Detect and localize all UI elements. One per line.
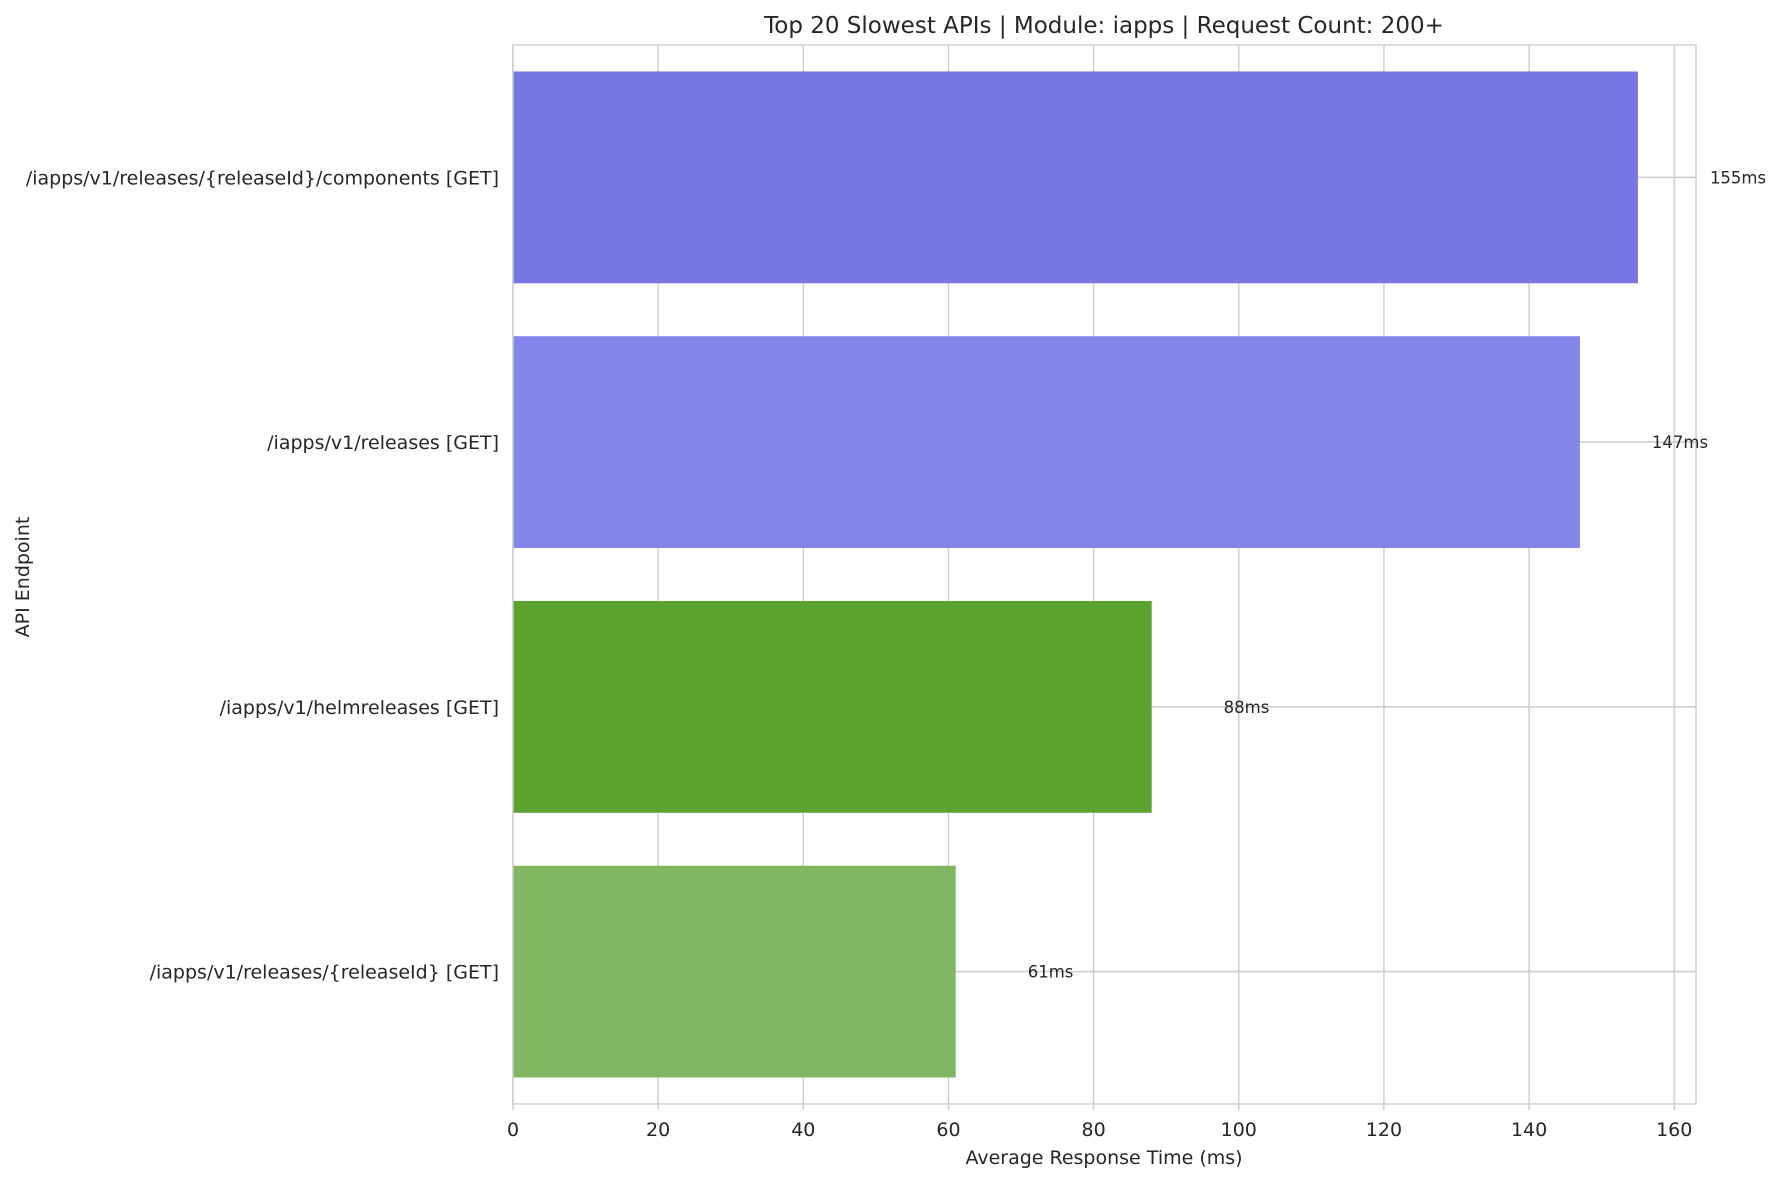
bar [513,600,1152,813]
x-tick-label: 60 [936,1119,960,1141]
x-tick-label: 120 [1366,1119,1402,1141]
bars [513,71,1638,1078]
x-tick-label: 20 [646,1119,670,1141]
bar-value-label: 61ms [1028,963,1074,982]
bar [513,865,956,1078]
x-tick-label: 160 [1656,1119,1692,1141]
bar-value-label: 88ms [1224,698,1270,717]
y-tick-label: /iapps/v1/releases/{releaseId}/component… [26,167,499,189]
x-tick-label: 0 [507,1119,519,1141]
y-tick-label: /iapps/v1/releases [GET] [267,432,499,454]
y-tick-label: /iapps/v1/releases/{releaseId} [GET] [150,962,499,984]
plot-frame [512,44,1697,1110]
bar-value-label: 147ms [1652,433,1708,452]
x-tick-label: 100 [1221,1119,1257,1141]
bar [513,336,1580,549]
plot-border [512,44,1697,1105]
bar [513,71,1638,284]
y-axis-label: API Endpoint [12,517,34,638]
x-tick-label: 80 [1082,1119,1106,1141]
chart-title: Top 20 Slowest APIs | Module: iapps | Re… [763,13,1444,39]
labels: 0 20 40 60 80 100 120 140 160/iapps/v1/releases/… [26,167,1766,1141]
x-tick-label: 40 [791,1119,815,1141]
bar-value-label: 155ms [1710,168,1766,187]
x-axis-label: Average Response Time (ms) [965,1147,1242,1169]
x-tick-label: 140 [1511,1119,1547,1141]
y-tick-label: /iapps/v1/helmreleases [GET] [220,697,499,719]
